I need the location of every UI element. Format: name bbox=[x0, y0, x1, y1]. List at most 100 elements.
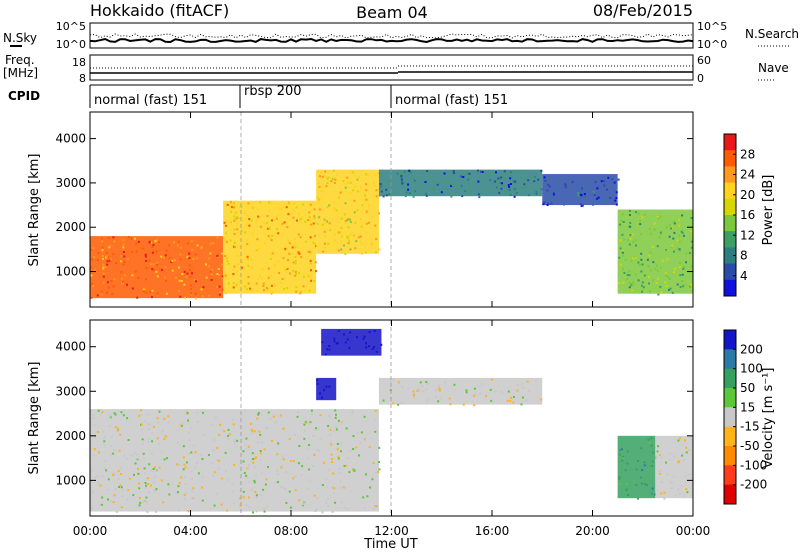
power-echo-cell bbox=[136, 296, 139, 299]
power-echo-cell bbox=[179, 253, 182, 256]
power-echo-cell bbox=[443, 172, 446, 175]
power-echo-cell bbox=[365, 183, 368, 186]
velocity-echo-cell bbox=[137, 467, 139, 470]
velocity-echo-cell bbox=[528, 390, 531, 393]
velocity-echo-cell bbox=[653, 493, 656, 496]
velocity-echo-region bbox=[321, 328, 382, 356]
power-echo-cell bbox=[225, 240, 228, 243]
power-echo-cell bbox=[361, 204, 364, 207]
velocity-echo-cell bbox=[419, 389, 422, 392]
power-echo-cell bbox=[284, 268, 287, 271]
velocity-echo-cell bbox=[444, 381, 447, 383]
velocity-echo-cell bbox=[282, 427, 285, 430]
power-echo-cell bbox=[108, 259, 111, 262]
nsky-panel: N.Sky 10^5 10^0 10^5 10^0 N.Search bbox=[3, 20, 799, 51]
power-echo-cell bbox=[670, 244, 673, 247]
power-echo-cell bbox=[284, 247, 287, 250]
power-echo-cell bbox=[144, 253, 147, 256]
power-echo-cell bbox=[683, 234, 685, 237]
velocity-echo-cell bbox=[621, 448, 623, 451]
velocity-echo-cell bbox=[392, 402, 395, 405]
velocity-echo-cell bbox=[297, 462, 300, 465]
velocity-echo-cell bbox=[254, 474, 257, 477]
velocity-echo-cell bbox=[274, 481, 277, 484]
velocity-echo-cell bbox=[327, 468, 330, 471]
power-echo-cell bbox=[302, 203, 305, 206]
power-echo-cell bbox=[385, 194, 388, 197]
power-echo-cell bbox=[626, 273, 629, 276]
velocity-echo-cell bbox=[648, 441, 651, 444]
power-echo-cell bbox=[229, 239, 232, 242]
velocity-echo-cell bbox=[374, 419, 377, 422]
nsearch-trace bbox=[89, 33, 694, 39]
power-echo-cell bbox=[295, 286, 298, 289]
velocity-echo-cell bbox=[177, 442, 179, 445]
velocity-echo-cell bbox=[263, 448, 266, 451]
velocity-echo-cell bbox=[643, 483, 646, 486]
power-echo-cell bbox=[224, 224, 227, 227]
power-echo-cell bbox=[333, 207, 336, 210]
power-echo-cell bbox=[622, 267, 625, 270]
power-echo-cell bbox=[269, 258, 272, 261]
power-echo-cell bbox=[315, 270, 317, 273]
power-echo-cell bbox=[270, 284, 273, 287]
velocity-echo-cell bbox=[425, 402, 428, 405]
power-echo-cell bbox=[690, 246, 693, 249]
power-echo-cell bbox=[259, 201, 262, 204]
power-echo-cell bbox=[581, 204, 584, 207]
velocity-echo-cell bbox=[251, 430, 254, 433]
velocity-echo-cell bbox=[127, 439, 130, 441]
velocity-echo-cell bbox=[325, 348, 328, 351]
velocity-echo-cell bbox=[233, 440, 235, 443]
velocity-echo-cell bbox=[239, 489, 242, 492]
velocity-echo-cell bbox=[525, 399, 528, 402]
power-echo-cell bbox=[349, 192, 352, 194]
power-echo-cell bbox=[189, 268, 191, 271]
power-echo-cell bbox=[343, 213, 346, 216]
power-echo-cell bbox=[209, 252, 212, 255]
velocity-echo-cell bbox=[321, 511, 324, 514]
power-echo-cell bbox=[665, 285, 668, 288]
power-echo-cell bbox=[673, 222, 676, 225]
colorbar-swatch bbox=[724, 388, 736, 408]
power-echo-cell bbox=[508, 185, 511, 188]
velocity-echo-cell bbox=[426, 399, 429, 401]
power-echo-cell bbox=[513, 188, 516, 191]
velocity-echo-cell bbox=[321, 396, 323, 399]
velocity-echo-cell bbox=[397, 381, 400, 384]
velocity-echo-cell bbox=[94, 476, 97, 479]
power-echo-cell bbox=[191, 249, 194, 251]
power-echo-cell bbox=[628, 282, 631, 285]
velocity-echo-cell bbox=[140, 414, 143, 416]
velocity-echo-cell bbox=[187, 419, 190, 422]
y-tick-label: 1000 bbox=[55, 265, 86, 279]
power-echo-cell bbox=[262, 285, 265, 287]
power-echo-cell bbox=[673, 231, 676, 234]
velocity-echo-cell bbox=[139, 501, 142, 504]
power-echo-cell bbox=[151, 268, 154, 271]
power-echo-cell bbox=[244, 231, 247, 234]
power-echo-cell bbox=[406, 170, 409, 173]
velocity-echo-cell bbox=[201, 458, 204, 460]
power-echo-cell bbox=[621, 251, 624, 254]
power-echo-cell bbox=[298, 252, 301, 255]
power-echo-cell bbox=[270, 239, 273, 242]
velocity-echo-cell bbox=[242, 490, 245, 493]
velocity-echo-cell bbox=[185, 409, 188, 412]
velocity-echo-cell bbox=[412, 390, 415, 393]
power-echo-cell bbox=[271, 234, 274, 237]
power-echo-cell bbox=[374, 184, 377, 187]
power-echo-cell bbox=[280, 208, 283, 211]
velocity-echo-cell bbox=[351, 412, 354, 415]
power-echo-cell bbox=[341, 235, 344, 238]
power-echo-cell bbox=[580, 205, 583, 207]
velocity-echo-cell bbox=[232, 490, 235, 493]
power-echo-cell bbox=[283, 221, 286, 224]
power-echo-cell bbox=[622, 221, 625, 223]
power-echo-cell bbox=[120, 254, 123, 257]
power-echo-cell bbox=[282, 257, 285, 260]
velocity-echo-cell bbox=[267, 411, 270, 414]
velocity-echo-cell bbox=[315, 508, 317, 511]
velocity-echo-cell bbox=[96, 475, 99, 478]
power-echo-cell bbox=[292, 261, 295, 264]
